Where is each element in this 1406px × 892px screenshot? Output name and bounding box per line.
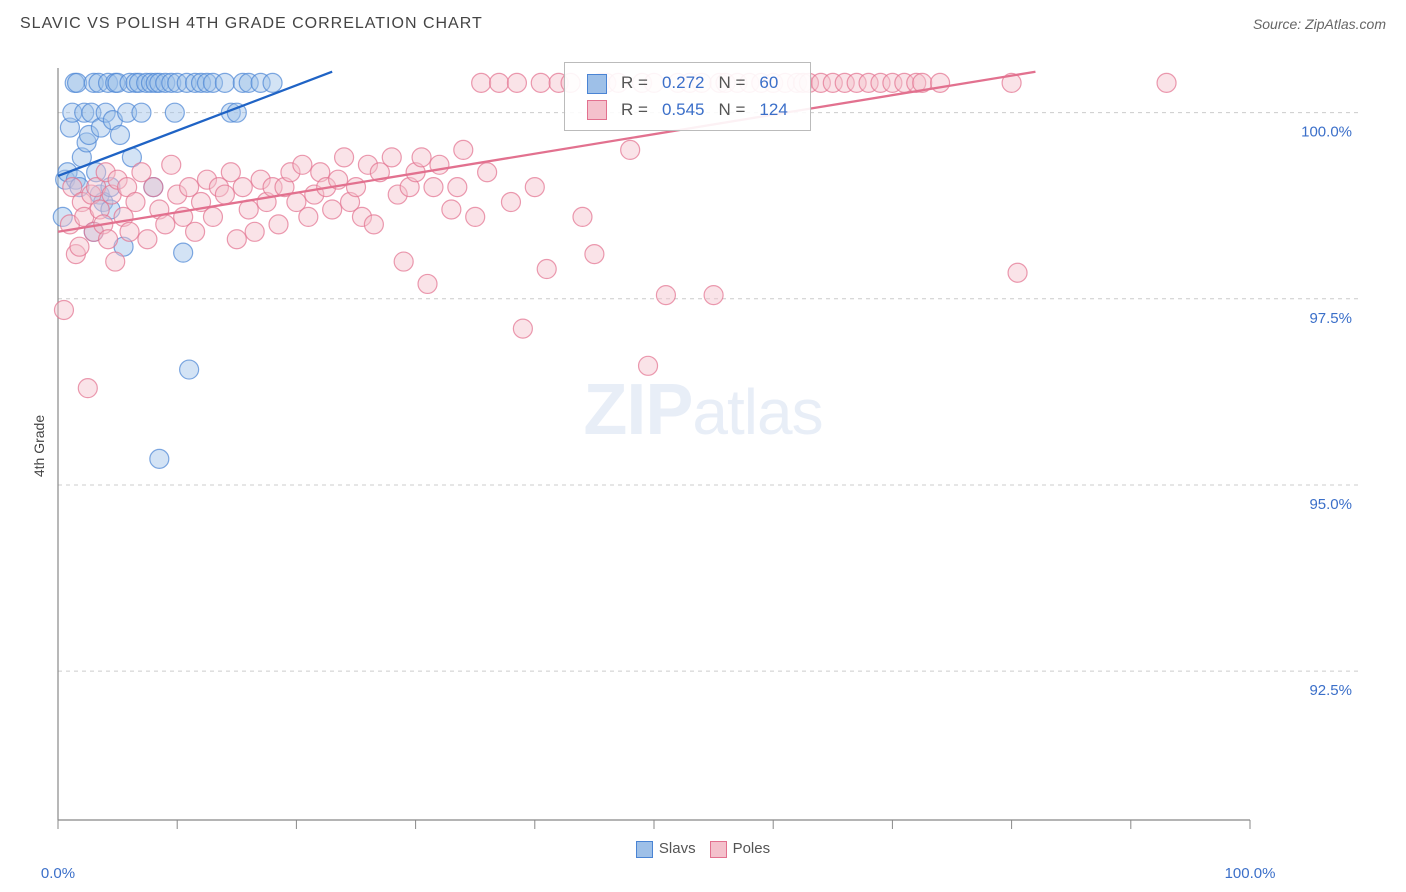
legend-swatch	[636, 841, 653, 858]
correlation-legend: R = 0.272 N = 60 R = 0.545 N = 124	[564, 62, 811, 131]
legend-swatch	[587, 100, 607, 120]
y-axis-label: 4th Grade	[31, 415, 47, 477]
series-legend: Slavs Poles	[0, 840, 1406, 858]
xtick-label: 0.0%	[41, 865, 75, 882]
legend-item-slavs: Slavs	[636, 840, 696, 858]
ytick-label: 97.5%	[1309, 310, 1352, 327]
ytick-label: 95.0%	[1309, 496, 1352, 513]
legend-item-poles: Poles	[710, 840, 771, 858]
trendline-poles	[58, 72, 1035, 232]
ytick-label: 92.5%	[1309, 682, 1352, 699]
legend-n-label: N =	[712, 98, 751, 123]
legend-n-value: 124	[753, 98, 793, 123]
legend-n-value: 60	[753, 71, 793, 96]
chart-header: SLAVIC VS POLISH 4TH GRADE CORRELATION C…	[0, 0, 1406, 48]
legend-r-label: R =	[615, 98, 654, 123]
legend-table: R = 0.272 N = 60 R = 0.545 N = 124	[579, 69, 796, 124]
series-slavs	[53, 73, 282, 468]
legend-r-label: R =	[615, 71, 654, 96]
scatter-svg: 92.5% 95.0% 97.5% 100.0%	[50, 60, 1360, 830]
source-label: Source: ZipAtlas.com	[1253, 16, 1386, 32]
legend-swatch	[587, 74, 607, 94]
legend-swatch	[710, 841, 727, 858]
ytick-label: 100.0%	[1301, 124, 1352, 141]
plot-area: 92.5% 95.0% 97.5% 100.0%	[50, 60, 1360, 830]
xtick-label: 100.0%	[1225, 865, 1276, 882]
legend-r-value: 0.272	[656, 71, 711, 96]
legend-n-label: N =	[712, 71, 751, 96]
legend-r-value: 0.545	[656, 98, 711, 123]
chart-title: SLAVIC VS POLISH 4TH GRADE CORRELATION C…	[20, 15, 483, 33]
